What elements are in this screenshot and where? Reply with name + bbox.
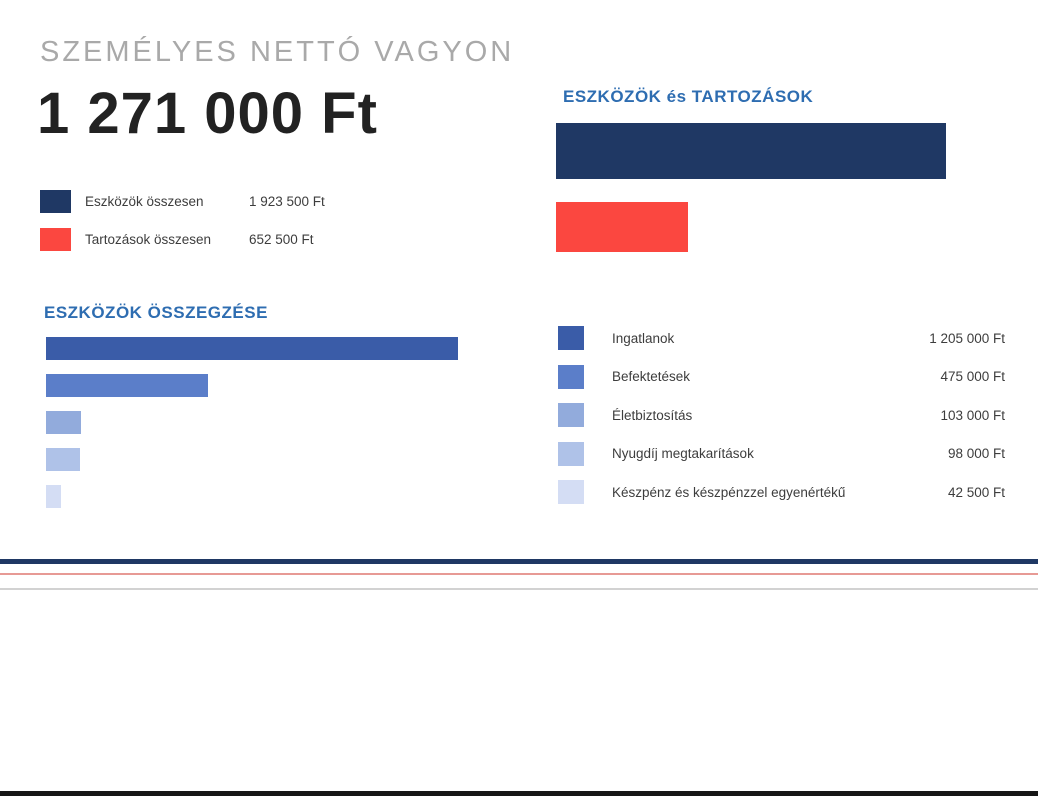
page-bottom-border xyxy=(0,791,1038,796)
assets-summary-heading: ESZKÖZÖK ÖSSZEGZÉSE xyxy=(44,303,268,322)
summary-legend-row: Tartozások összesen 652 500 Ft xyxy=(40,228,325,251)
assets-summary-bar xyxy=(46,374,208,397)
asset-legend-swatch xyxy=(558,364,584,389)
assets-liabilities-bar xyxy=(556,123,946,179)
summary-legend-label: Eszközök összesen xyxy=(85,194,204,209)
assets-summary-bar xyxy=(46,485,61,508)
asset-legend-row: Életbiztosítás 103 000 Ft xyxy=(558,403,1005,428)
liabilities-swatch xyxy=(40,228,71,251)
assets-summary-chart xyxy=(46,337,460,522)
divider-gray xyxy=(0,588,1038,590)
asset-legend-swatch xyxy=(558,480,584,505)
assets-liabilities-chart xyxy=(556,123,948,275)
assets-swatch xyxy=(40,190,71,213)
asset-legend-value: 103 000 Ft xyxy=(940,407,1005,423)
summary-legend-label: Tartozások összesen xyxy=(85,232,212,247)
divider-red xyxy=(0,573,1038,575)
asset-legend-swatch xyxy=(558,326,584,350)
asset-legend-label: Nyugdíj megtakarítások xyxy=(612,446,754,462)
asset-legend-row: Nyugdíj megtakarítások 98 000 Ft xyxy=(558,441,1005,466)
asset-legend-label: Életbiztosítás xyxy=(612,407,693,423)
assets-summary-bar xyxy=(46,337,458,360)
asset-legend-row: Készpénz és készpénzzel egyenértékű 42 50… xyxy=(558,480,1005,505)
asset-legend-label: Készpénz és készpénzzel egyenértékű xyxy=(612,484,846,500)
summary-legend-value: 652 500 Ft xyxy=(249,232,314,247)
asset-legend-row: Befektetések 475 000 Ft xyxy=(558,364,1005,389)
summary-legend-row: Eszközök összesen 1 923 500 Ft xyxy=(40,190,325,213)
asset-legend-label: Befektetések xyxy=(612,369,691,385)
asset-legend-value: 475 000 Ft xyxy=(940,369,1005,385)
assets-liabilities-heading: ESZKÖZÖK és TARTOZÁSOK xyxy=(563,87,814,106)
net-worth-value: 1 271 000 Ft xyxy=(37,81,378,146)
summary-legend-value: 1 923 500 Ft xyxy=(249,194,325,209)
assets-legend: Ingatlanok 1 205 000 Ft Befektetések 475 00… xyxy=(558,326,1005,519)
asset-legend-swatch xyxy=(558,403,584,428)
asset-legend-value: 98 000 Ft xyxy=(947,446,1005,462)
page-title: SZEMÉLYES NETTÓ VAGYON xyxy=(40,36,515,68)
summary-legend: Eszközök összesen 1 923 500 Ft Tartozások … xyxy=(40,190,325,266)
assets-liabilities-bar xyxy=(556,202,688,252)
asset-legend-label: Ingatlanok xyxy=(612,330,675,346)
assets-summary-bar xyxy=(46,448,80,471)
divider-navy xyxy=(0,559,1038,564)
asset-legend-swatch xyxy=(558,441,584,466)
asset-legend-row: Ingatlanok 1 205 000 Ft xyxy=(558,326,1005,350)
asset-legend-value: 1 205 000 Ft xyxy=(929,330,1005,346)
assets-summary-bar xyxy=(46,411,81,434)
asset-legend-value: 42 500 Ft xyxy=(947,484,1005,500)
